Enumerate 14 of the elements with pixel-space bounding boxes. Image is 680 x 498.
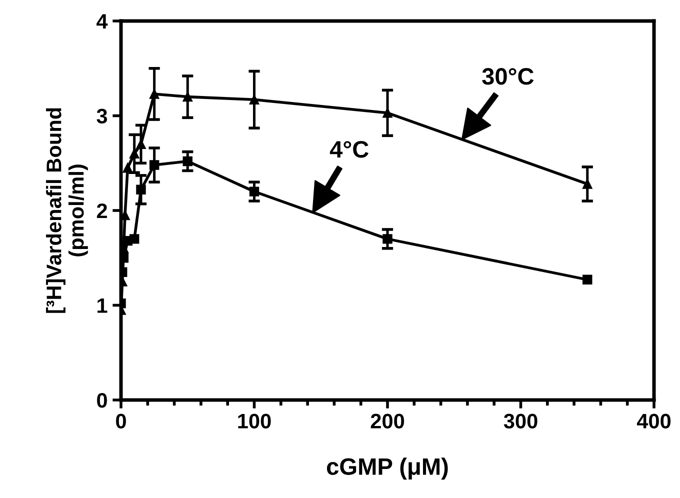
y-tick-label: 1 [98,298,108,313]
x-tick-label: 200 [370,414,404,428]
annotation: 30°C [482,68,534,85]
x-tick-label: 100 [238,414,271,428]
y-axis-title: [³H]Vardenafil Bound (pmol/ml) [46,108,88,313]
y-tick-label: 4 [96,14,108,29]
annotation: 4°C [330,141,369,158]
x-tick-label: 400 [636,414,671,428]
y-tick-label: 0 [97,393,107,408]
x-axis-title: cGMP (μM) [326,458,448,480]
x-tick-label: 300 [504,414,538,429]
y-tick-label: 3 [96,108,108,124]
y-tick-label: 2 [96,204,107,218]
x-tick-label: 0 [116,414,126,428]
